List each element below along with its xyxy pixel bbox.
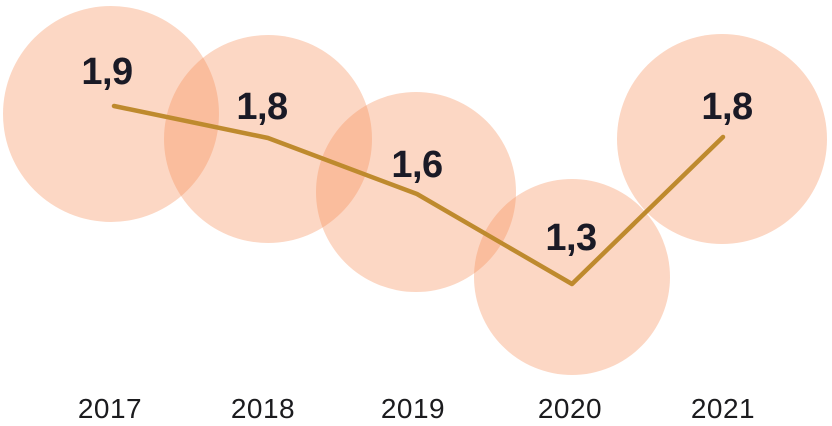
value-label-2020: 1,3 bbox=[545, 217, 596, 259]
x-axis-label-group: 2017 2018 2019 2020 2021 bbox=[78, 393, 755, 424]
x-axis-label-2017: 2017 bbox=[78, 393, 142, 424]
x-axis-label-2019: 2019 bbox=[381, 393, 445, 424]
x-axis-label-2018: 2018 bbox=[231, 393, 295, 424]
value-label-2018: 1,8 bbox=[236, 86, 287, 128]
x-axis-label-2020: 2020 bbox=[538, 393, 602, 424]
value-label-2019: 1,6 bbox=[391, 144, 442, 186]
bubble-2017 bbox=[3, 6, 219, 222]
bubble-2020 bbox=[474, 179, 670, 375]
x-axis-label-2021: 2021 bbox=[691, 393, 755, 424]
value-label-2017: 1,9 bbox=[81, 51, 132, 93]
bubble-group bbox=[3, 6, 827, 375]
value-label-group: 1,9 1,8 1,6 1,3 1,8 bbox=[81, 51, 753, 259]
value-label-2021: 1,8 bbox=[701, 86, 752, 128]
trend-line bbox=[111, 103, 726, 287]
